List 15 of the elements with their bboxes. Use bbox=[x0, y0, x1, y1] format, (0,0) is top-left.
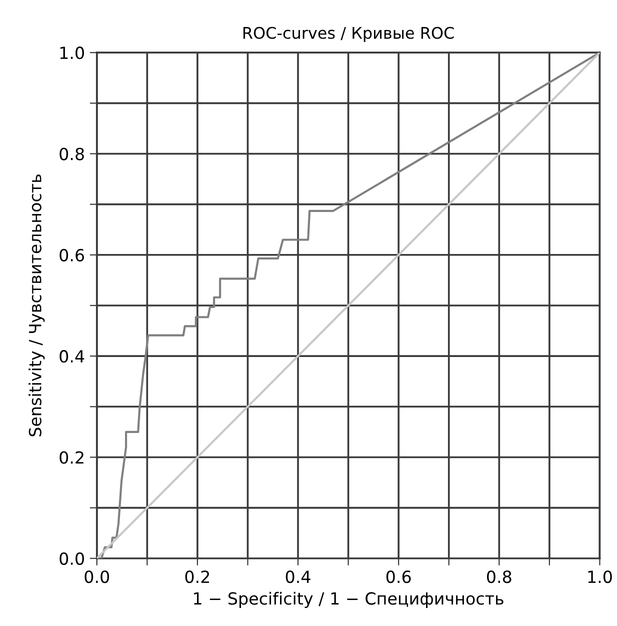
x-tick-label: 0.8 bbox=[487, 570, 512, 584]
y-tick-label: 0.4 bbox=[60, 350, 84, 363]
y-tick-label: 0.8 bbox=[60, 148, 84, 160]
x-tick-label: 1.0 bbox=[588, 570, 612, 584]
y-tick-label: 0.6 bbox=[60, 248, 84, 262]
x-tick-label: 0.4 bbox=[286, 570, 310, 584]
y-tick-label: 0.0 bbox=[60, 552, 84, 565]
y-tick-label: 0.2 bbox=[60, 451, 84, 464]
x-tick-label: 0.0 bbox=[84, 570, 110, 584]
x-tick-label: 0.6 bbox=[386, 570, 411, 584]
x-tick-label: 0.2 bbox=[185, 570, 210, 584]
y-axis-title: Sensitivity / Чувствительность bbox=[28, 174, 45, 436]
y-tick-label: 1.0 bbox=[60, 46, 84, 60]
x-axis-title: 1 − Specificity / 1 − Специфичность bbox=[194, 592, 504, 608]
chart-title: ROC-curves / Кривые ROC bbox=[243, 26, 454, 42]
